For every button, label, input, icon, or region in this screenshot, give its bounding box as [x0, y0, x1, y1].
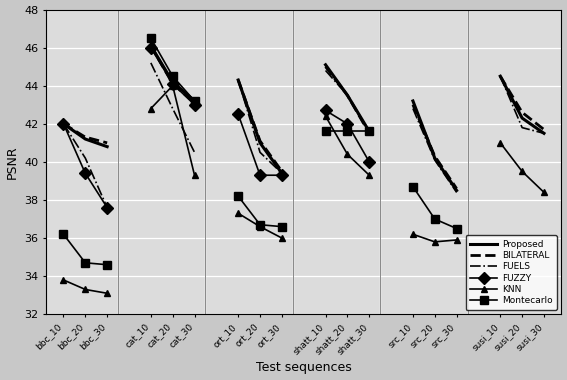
X-axis label: Test sequences: Test sequences	[256, 361, 352, 374]
Legend: Proposed, BILATERAL, FUELS, FUZZY, KNN, Montecarlo: Proposed, BILATERAL, FUELS, FUZZY, KNN, …	[466, 235, 557, 310]
Y-axis label: PSNR: PSNR	[6, 145, 19, 179]
